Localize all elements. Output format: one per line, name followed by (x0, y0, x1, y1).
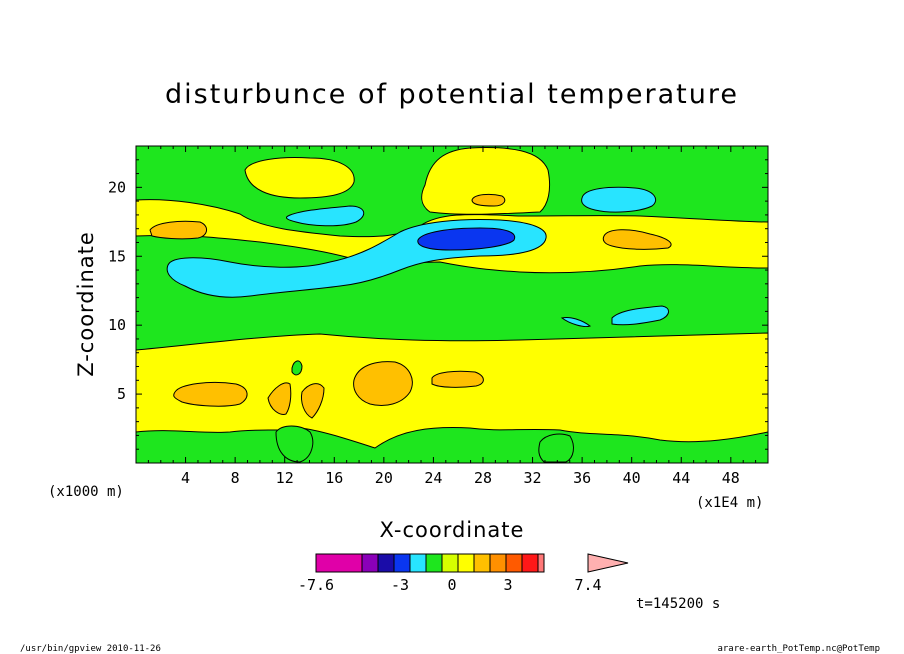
colorbar-labels: -7.6 -3 0 3 7.4 (298, 576, 602, 594)
x-unit-right: (x1E4 m) (696, 495, 763, 511)
x-tick-label: 32 (524, 469, 542, 487)
x-axis-label: X-coordinate (380, 518, 525, 542)
x-tick-label: 4 (181, 469, 190, 487)
cool-sliver (560, 317, 592, 327)
y-tick-label: 5 (117, 385, 126, 403)
x-tick-label: 24 (424, 469, 442, 487)
colorbar-swatch (409, 553, 427, 573)
colorbar-swatch (521, 553, 539, 573)
colorbar-swatch (377, 553, 395, 573)
colorbar-arrow (587, 553, 629, 573)
colorbar-label: -7.6 (298, 576, 334, 594)
warm-blob-x21 (353, 361, 413, 406)
y-axis-label: Z-coordinate (74, 231, 98, 377)
colorbar-swatch (457, 553, 475, 573)
colorbar-label: 7.4 (574, 576, 601, 594)
colorbar-label: 0 (447, 576, 456, 594)
footer-right: arare-earth_PotTemp.nc@PotTemp (717, 644, 880, 654)
x-tick-label: 12 (276, 469, 294, 487)
footer-left: /usr/bin/gpview 2010-11-26 (20, 644, 161, 654)
colorbar-swatch (489, 553, 507, 573)
y-axis-ticks: 5 10 15 20 (108, 159, 768, 450)
warm-blob-z5-left (173, 381, 248, 407)
warm-blob-upper-left (244, 157, 355, 199)
warm-cap-top (421, 147, 551, 215)
x-tick-label: 44 (672, 469, 690, 487)
warm-plume-right (301, 383, 325, 419)
colorbar-label: -3 (391, 576, 409, 594)
colorbar (315, 553, 629, 573)
green-patch-x13 (291, 360, 303, 376)
x-unit-left: (x1000 m) (48, 484, 124, 500)
cool-blob-top-left (285, 205, 365, 227)
time-annotation: t=145200 s (636, 596, 720, 612)
green-patch-x35 (538, 433, 574, 463)
x-tick-label: 40 (623, 469, 641, 487)
colorbar-swatch (361, 553, 379, 573)
colorbar-swatch (505, 553, 523, 573)
x-tick-label: 36 (573, 469, 591, 487)
x-tick-label: 20 (375, 469, 393, 487)
colorbar-swatch (315, 553, 363, 573)
colorbar-swatch (393, 553, 411, 573)
plot-frame (135, 145, 769, 464)
colorbar-swatch (473, 553, 491, 573)
y-tick-label: 20 (108, 178, 126, 196)
warm-blob-z17-left (149, 220, 207, 240)
warm-plume-left (267, 382, 292, 415)
cool-blob-top-right (581, 186, 657, 213)
chart-title: disturbunce of potential temperature (165, 79, 739, 110)
y-tick-label: 15 (108, 247, 126, 265)
warm-blob-z20 (471, 193, 506, 207)
colorbar-swatch (441, 553, 459, 573)
x-tick-label: 16 (325, 469, 343, 487)
cool-core (417, 227, 516, 251)
x-tick-label: 48 (722, 469, 740, 487)
green-patch-x12 (275, 425, 314, 463)
x-tick-label: 8 (231, 469, 240, 487)
cool-blob-right (611, 305, 669, 326)
x-axis-ticks: 4 8 12 16 20 24 28 32 36 40 44 48 (147, 146, 757, 487)
warm-blob-x26 (431, 370, 484, 388)
colorbar-swatch (425, 553, 443, 573)
warm-blob-z16-right (602, 229, 672, 250)
y-tick-label: 10 (108, 316, 126, 334)
colorbar-label: 3 (503, 576, 512, 594)
colorbar-swatch (537, 553, 545, 573)
plot-area (135, 145, 769, 464)
x-tick-label: 28 (474, 469, 492, 487)
